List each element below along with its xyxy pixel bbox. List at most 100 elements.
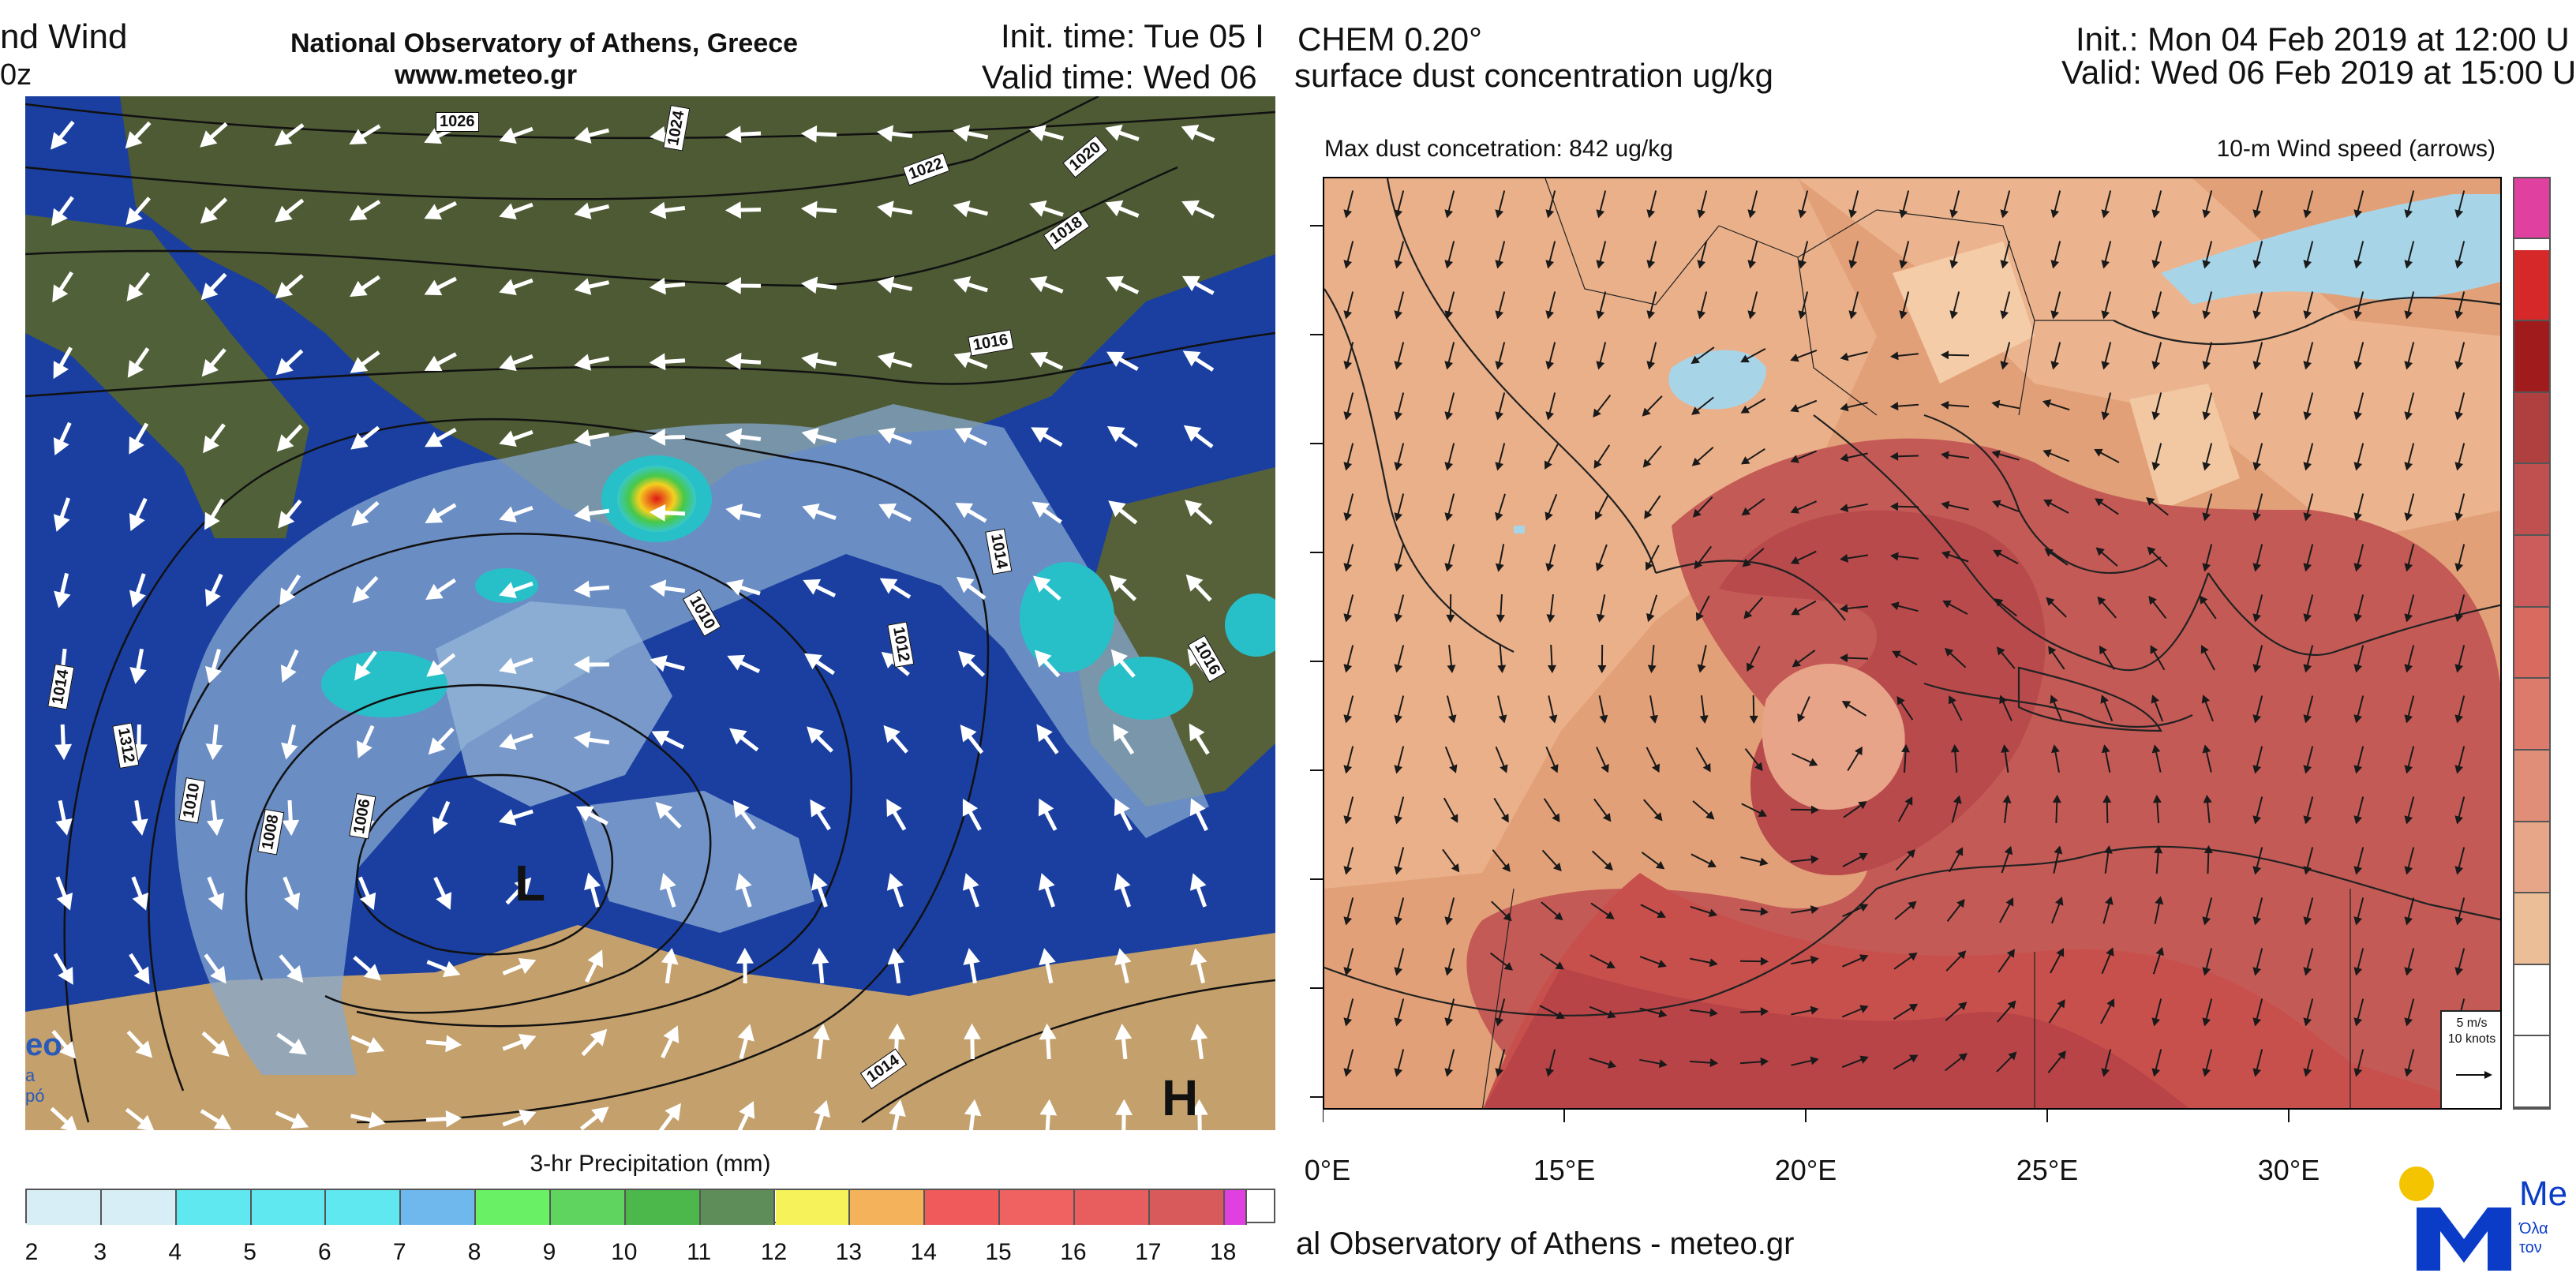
wind-arrow-head — [584, 872, 601, 890]
wind-arrow-head — [499, 127, 517, 144]
wind-arrow-head — [54, 590, 71, 608]
wind-arrow-head — [2303, 260, 2312, 269]
precipitation-color-swatch — [27, 1190, 102, 1225]
dust-color-swatch — [2514, 392, 2549, 465]
wind-arrow-head — [1190, 948, 1208, 966]
wind-arrow-head — [1848, 310, 1858, 320]
wind-arrow-head — [1653, 812, 1663, 822]
wind-arrow-head — [650, 201, 667, 219]
wind-arrow-head — [1743, 610, 1753, 620]
wind-arrow-head — [1548, 714, 1558, 724]
wind-arrow-head — [51, 208, 68, 227]
wind-arrow-head — [281, 742, 298, 760]
wind-arrow-head — [1444, 967, 1454, 976]
wind-arrow-head — [1702, 762, 1711, 773]
wind-arrow-head — [1181, 124, 1200, 141]
wind-arrow-head — [1957, 950, 1967, 960]
wind-arrow-head — [499, 430, 517, 447]
wind-arrow-head — [1899, 310, 1908, 320]
wind-arrow-head — [499, 582, 517, 599]
wind-arrow-head — [424, 128, 442, 144]
wind-arrow-head — [499, 733, 517, 750]
wind-arrow-head — [129, 667, 147, 684]
wind-arrow-head — [1841, 701, 1852, 709]
wind-arrow-head — [2303, 613, 2312, 623]
wind-arrow-head — [1185, 574, 1204, 592]
wind-arrow-head — [878, 427, 896, 444]
logo-fragment: eo — [25, 1028, 62, 1062]
wind-arrow-head — [1495, 411, 1504, 421]
wind-arrow-head — [2404, 563, 2413, 572]
wind-arrow-head — [2101, 209, 2110, 219]
wind-arrow-head — [1953, 795, 1962, 804]
wind-arrow-head — [1642, 459, 1652, 468]
wind-arrow-head — [587, 949, 604, 968]
wind-arrow-head — [1394, 462, 1403, 471]
wind-arrow-head — [2454, 967, 2464, 976]
wind-arrow-head — [883, 724, 900, 743]
wind-arrow-head — [2006, 949, 2015, 958]
wind-arrow-head — [737, 1024, 754, 1042]
wind-arrow-head — [436, 892, 452, 910]
wind-arrow-head — [1657, 959, 1667, 968]
wind-arrow-head — [1697, 260, 1706, 269]
wind-arrow-head — [2097, 596, 2106, 605]
wind-arrow-head — [131, 818, 148, 836]
wind-arrow-head — [2303, 462, 2312, 471]
wind-arrow-head — [2252, 563, 2262, 572]
wind-arrow-head — [499, 279, 517, 296]
x-tick-label: 15°E — [1533, 1154, 1596, 1186]
wind-arrow-head — [133, 966, 150, 985]
wind-arrow-head — [650, 655, 668, 672]
wind-arrow-head — [356, 740, 373, 758]
wind-arrow-head — [213, 1114, 232, 1130]
dust-color-swatch — [2514, 249, 2549, 322]
wind-arrow-head — [2202, 1068, 2211, 1077]
wind-arrow-head — [2252, 613, 2262, 623]
wind-arrow-head — [591, 1106, 609, 1124]
wind-arrow-head — [1106, 351, 1125, 368]
wind-arrow-head — [2050, 695, 2058, 704]
precipitation-colorbar-label: 9 — [542, 1239, 556, 1265]
wind-arrow-head — [2151, 310, 2161, 320]
wind-arrow-head — [1948, 695, 1956, 705]
wind-arrow-head — [1105, 124, 1123, 141]
wind-arrow-head — [1343, 916, 1353, 926]
wind-arrow-head — [1599, 714, 1608, 724]
wind-arrow-head — [2404, 209, 2413, 219]
wind-arrow-head — [1896, 696, 1905, 706]
wind-arrow-head — [1038, 798, 1054, 817]
wind-arrow-head — [2252, 260, 2262, 269]
precipitation-colorbar-label: 6 — [318, 1239, 331, 1265]
wind-arrow-head — [1495, 1017, 1504, 1027]
wind-arrow-head — [428, 737, 446, 755]
wind-arrow-head — [1029, 200, 1047, 217]
wind-arrow-head — [1859, 1055, 1869, 1064]
wind-arrow-head — [736, 947, 754, 964]
wind-arrow-head — [58, 967, 73, 985]
wind-arrow-head — [350, 357, 369, 373]
wind-arrow-head — [2303, 714, 2312, 724]
wind-arrow-head — [2353, 411, 2363, 421]
x-tick-label: 20°E — [1774, 1154, 1837, 1186]
wind-arrow-head — [887, 948, 905, 965]
wind-arrow-head — [1790, 556, 1800, 564]
wind-arrow-head — [2155, 896, 2164, 905]
wind-arrow-head — [1949, 260, 1959, 269]
wind-arrow-head — [1444, 361, 1454, 370]
wind-arrow-head — [1034, 650, 1052, 668]
wind-arrow-head — [2105, 896, 2114, 905]
wind-arrow-head — [1343, 1068, 1353, 1077]
precipitation-colorbar-label: 17 — [1135, 1239, 1162, 1265]
wind-scale-knots: 10 knots — [2447, 1032, 2496, 1046]
wind-arrow-head — [1343, 462, 1353, 471]
wind-arrow-head — [1940, 400, 1949, 410]
wind-arrow-head — [2252, 512, 2262, 522]
wind-arrow-head — [2101, 1068, 2110, 1077]
wind-arrow-head — [2152, 794, 2162, 803]
dust-color-swatch — [2514, 964, 2549, 1037]
wind-arrow-head — [1840, 453, 1849, 462]
wind-arrow-head — [2454, 765, 2464, 774]
wind-arrow-head — [886, 799, 902, 817]
model-title: CHEM 0.20° — [1297, 21, 1482, 58]
